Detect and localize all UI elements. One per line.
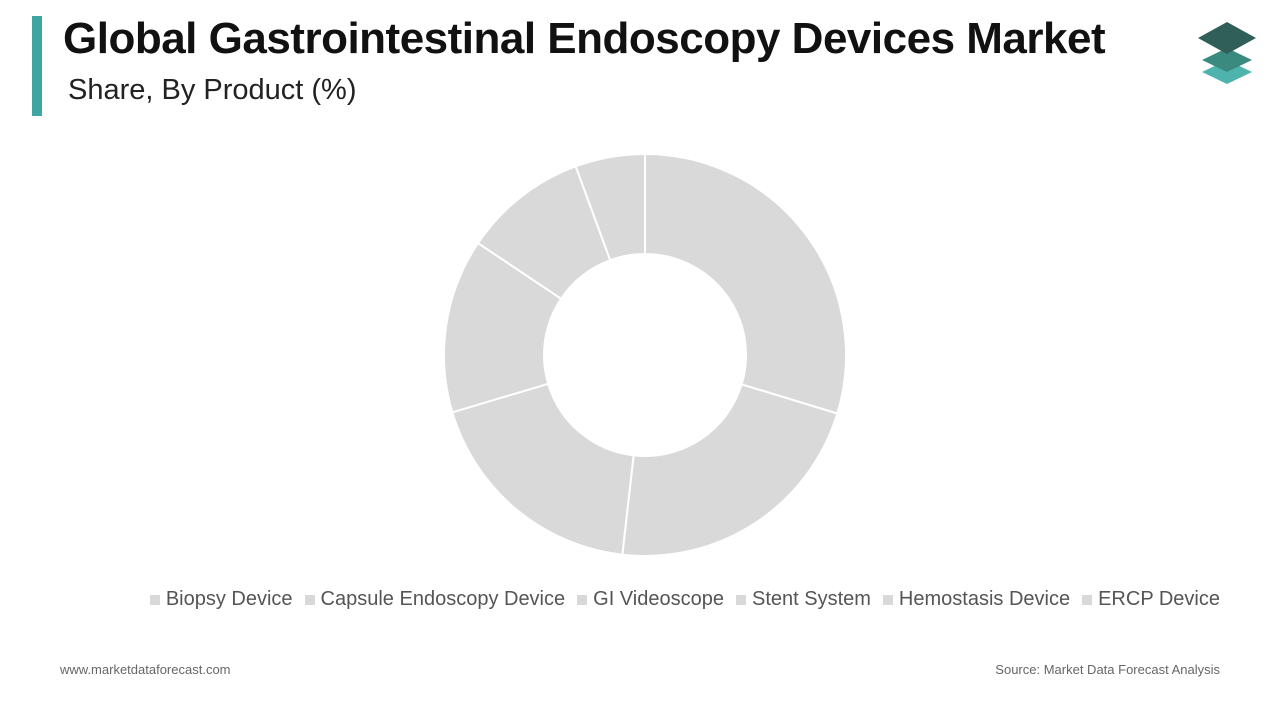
website: www.marketdataforecast.com	[60, 662, 231, 677]
legend: Biopsy Device Capsule Endoscopy Device GI …	[149, 588, 1220, 611]
legend-item: ERCP Device	[1082, 588, 1220, 611]
donut-slice	[451, 382, 635, 556]
legend-item: Hemostasis Device	[882, 588, 1071, 611]
legend-label: Biopsy Device	[165, 588, 293, 610]
legend-swatch	[577, 594, 588, 605]
accent-bar	[32, 16, 42, 116]
legend-swatch	[735, 594, 746, 605]
donut-slice	[644, 152, 847, 415]
legend-label: GI Videoscope	[593, 588, 724, 610]
source-note: Source: Market Data Forecast Analysis	[995, 662, 1220, 677]
legend-label: Stent System	[751, 588, 871, 610]
legend-swatch	[149, 594, 160, 605]
legend-label: Capsule Endoscopy Device	[320, 588, 566, 610]
legend-swatch	[1082, 594, 1093, 605]
legend-label: ERCP Device	[1098, 588, 1220, 610]
legend-item: Biopsy Device	[149, 588, 293, 611]
legend-swatch	[304, 594, 315, 605]
chart	[443, 152, 847, 557]
legend-item: Capsule Endoscopy Device	[304, 588, 566, 611]
donut-slice	[621, 383, 839, 557]
legend-swatch	[882, 594, 893, 605]
chart-title: Global Gastrointestinal Endoscopy Device…	[63, 14, 1106, 63]
legend-label: Hemostasis Device	[898, 588, 1071, 610]
donut-slice	[574, 152, 646, 262]
legend-item: Stent System	[735, 588, 871, 611]
logo	[1198, 22, 1256, 84]
legend-item: GI Videoscope	[577, 588, 724, 611]
chart-subtitle: Share, By Product (%)	[68, 74, 357, 106]
